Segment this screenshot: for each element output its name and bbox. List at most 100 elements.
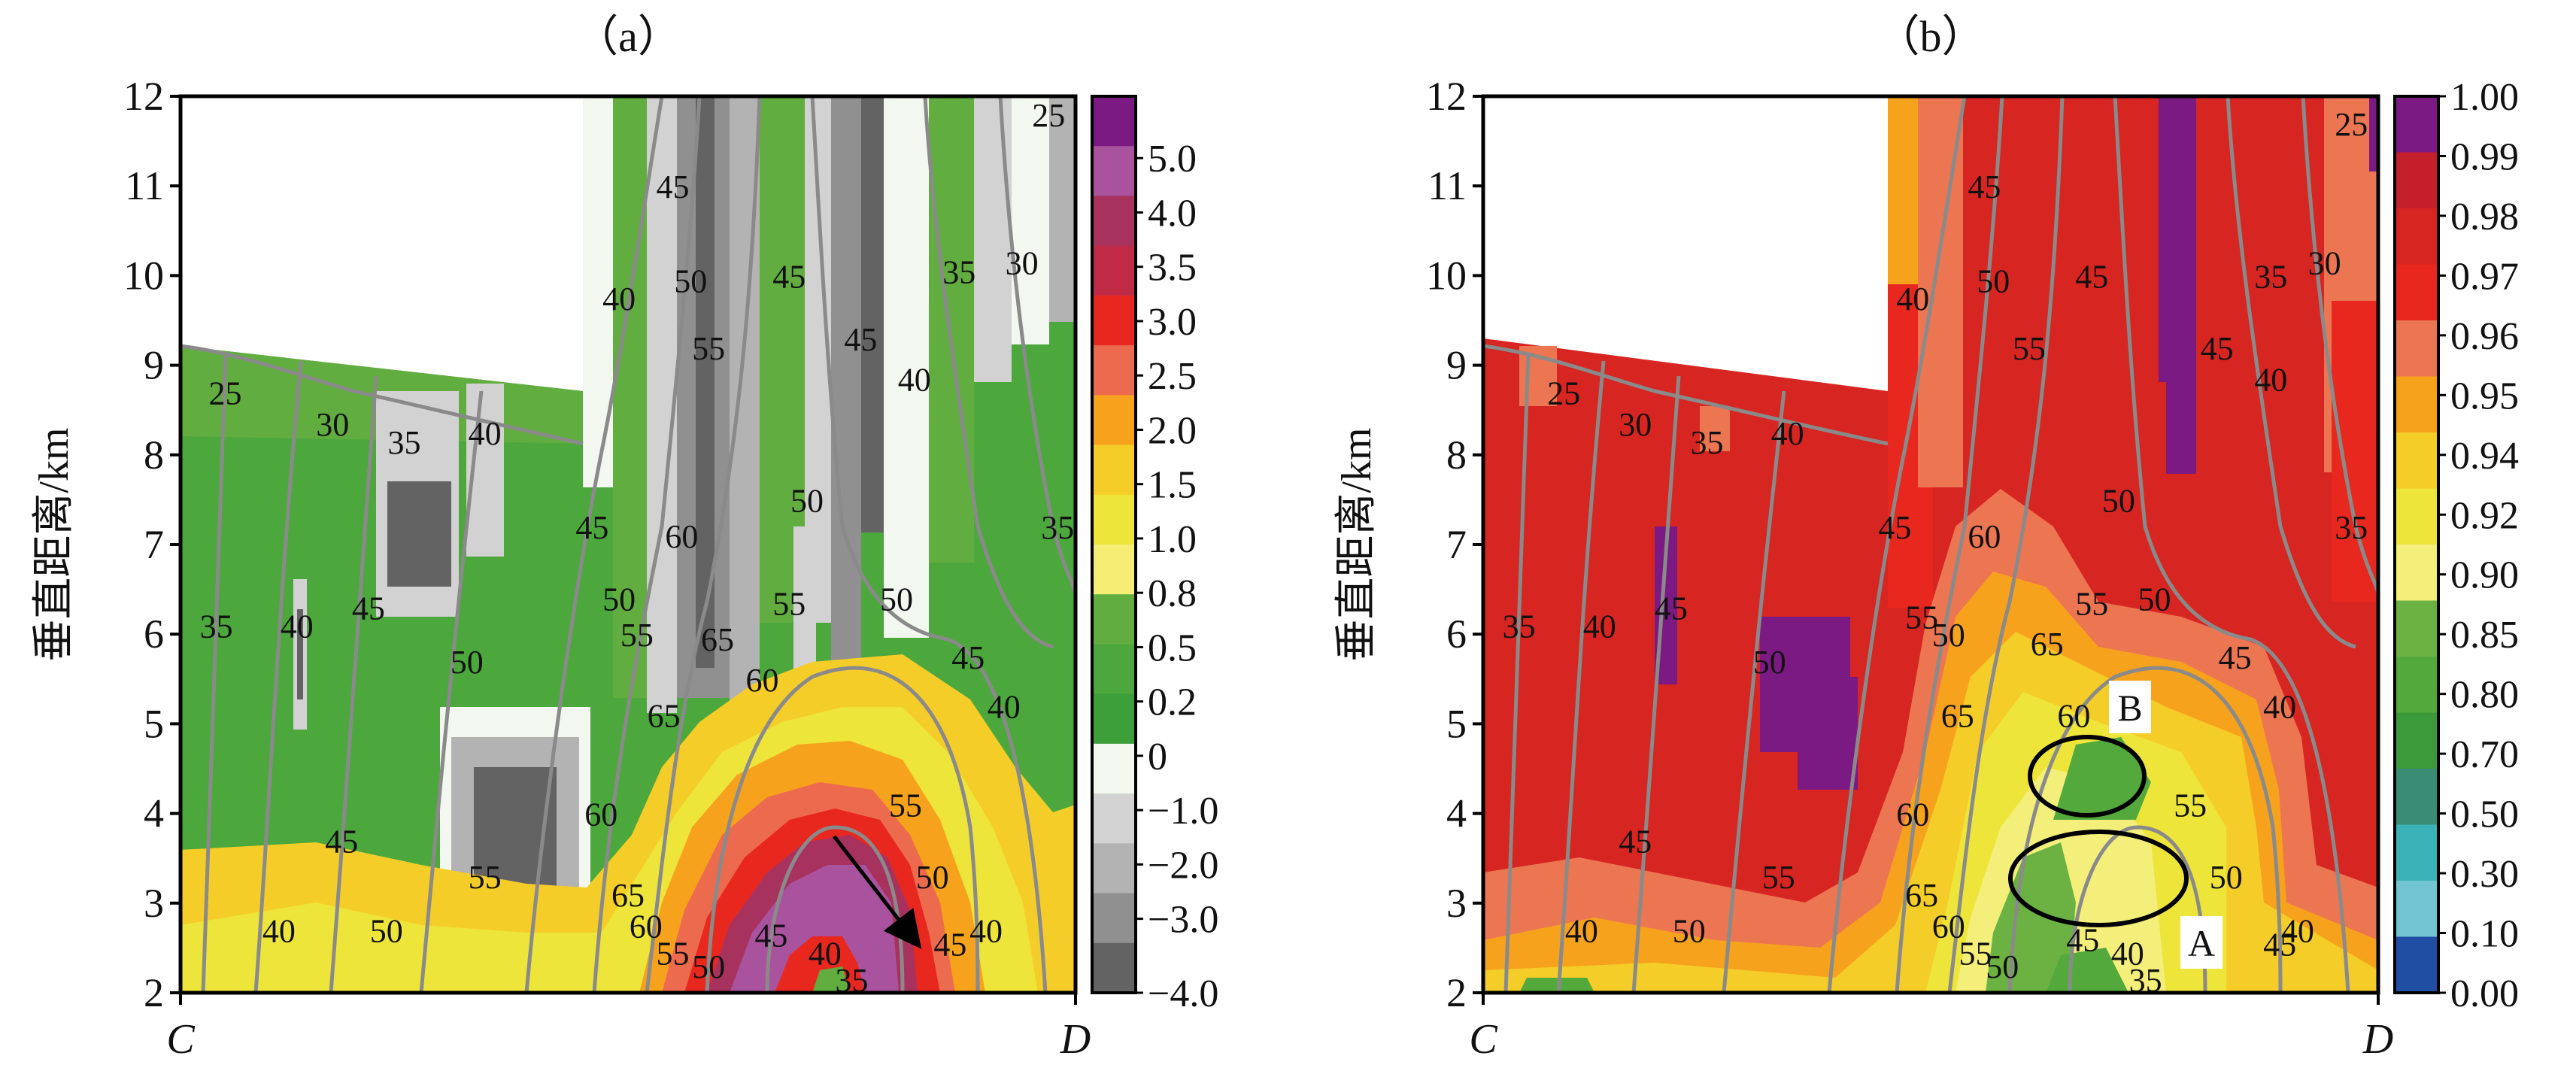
colorbar-label: 5.0 — [1148, 138, 1197, 181]
contour-label: 50 — [2210, 859, 2243, 896]
contour-label: 55 — [1905, 599, 1938, 636]
colorbar-swatch — [1092, 345, 1136, 396]
contour-label: 60 — [746, 662, 779, 699]
contour-label: 50 — [451, 644, 484, 681]
colorbar-swatch — [2395, 600, 2438, 657]
colorbar-swatch — [1092, 594, 1136, 645]
y-tick-label: 10 — [123, 253, 164, 298]
contour-label: 60 — [630, 909, 663, 945]
contour-label: 25 — [2335, 106, 2368, 143]
panel-b-label-b-box — [2109, 681, 2151, 733]
colorbar-label: 2.5 — [1148, 355, 1197, 398]
panel-a-title: （a） — [575, 12, 681, 61]
colorbar-label: 0.90 — [2450, 554, 2519, 597]
contour-label: 40 — [2254, 361, 2287, 398]
y-tick-label: 7 — [144, 522, 164, 567]
panel-a-colorbar: 5.0 4.0 3.5 3.0 2.5 2.0 1.5 1.0 0.8 0.5 0.2 0 −1.0 −2… — [1091, 95, 1218, 1015]
contour-label: 45 — [2201, 330, 2234, 367]
y-tick-label: 11 — [1428, 163, 1467, 208]
contour-label: 55 — [1762, 859, 1795, 896]
contour-label: 40 — [469, 415, 502, 452]
panel-b-contours — [1483, 96, 2378, 993]
colorbar-swatch — [2395, 488, 2438, 545]
contour-label: 55 — [1959, 935, 1992, 972]
contour-label: 35 — [2254, 258, 2287, 295]
colorbar-frame — [2393, 95, 2440, 994]
panel-b-ylabel: 垂直距离/km — [1334, 427, 1380, 661]
contour-label: 40 — [1583, 608, 1616, 645]
panel-b-x-tick-end: D — [2362, 1016, 2393, 1063]
contour-label: 40 — [2281, 913, 2314, 950]
contour-label: 25 — [1547, 375, 1580, 411]
contour-label: 50 — [602, 581, 636, 618]
colorbar-label: 0.5 — [1148, 626, 1197, 669]
contour-label: 50 — [2102, 482, 2135, 519]
y-tick-label: 12 — [123, 74, 164, 119]
colorbar-swatch — [1092, 843, 1136, 894]
contour-label: 60 — [584, 796, 617, 833]
colorbar-swatch — [2395, 881, 2438, 938]
panel-b: （b） — [1334, 12, 2519, 1063]
colorbar-label: 0.92 — [2450, 494, 2519, 537]
contour-label: 30 — [1006, 245, 1039, 282]
contour-label: 45 — [2263, 926, 2296, 963]
colorbar-label: 0 — [1148, 736, 1167, 778]
contour-label: 65 — [1905, 877, 1938, 914]
y-tick-label: 9 — [1446, 343, 1467, 388]
panel-b-ellipse-b — [2028, 735, 2147, 818]
panel-a-x-tick-end: D — [1060, 1016, 1091, 1063]
colorbar-swatch — [2395, 824, 2438, 881]
y-tick-label: 12 — [1426, 74, 1467, 119]
colorbar-label: 0.8 — [1148, 572, 1197, 615]
contour-label: 40 — [1896, 281, 1929, 317]
contour-label: 50 — [1753, 644, 1786, 681]
contour-label: 55 — [692, 330, 725, 367]
colorbar-swatch — [1092, 196, 1136, 247]
y-tick-label: 6 — [144, 611, 164, 657]
colorbar-label: −2.0 — [1148, 844, 1218, 887]
panel-b-title: （b） — [1876, 12, 1985, 61]
contour-label: 60 — [1968, 518, 2001, 555]
contour-label: 45 — [2066, 921, 2099, 958]
colorbar-label: 3.5 — [1148, 247, 1197, 290]
contour-label: 55 — [772, 585, 806, 622]
colorbar-label: 0.80 — [2450, 674, 2519, 717]
colorbar-swatch — [1092, 743, 1136, 794]
colorbar-swatch — [1092, 793, 1136, 844]
colorbar-label: 0.85 — [2450, 614, 2519, 657]
colorbar-swatch — [1092, 395, 1136, 446]
contour-label: 55 — [620, 617, 654, 654]
contour-label: 40 — [262, 913, 296, 950]
contour-label: 45 — [1878, 509, 1911, 546]
y-tick-label: 5 — [144, 701, 164, 746]
panel-a-ylabel: 垂直距离/km — [31, 427, 77, 661]
y-tick-label: 3 — [1446, 881, 1467, 926]
colorbar-swatch — [1092, 444, 1136, 496]
colorbar-swatch — [1092, 245, 1136, 296]
contour-label: 60 — [2057, 697, 2090, 734]
contour-label: 50 — [790, 482, 824, 519]
colorbar-label: 0.99 — [2450, 135, 2519, 178]
contour-label: 45 — [933, 926, 966, 963]
y-tick-label: 3 — [144, 881, 164, 926]
contour-label: 45 — [575, 509, 608, 546]
colorbar-swatch — [1092, 644, 1136, 695]
contour-label: 40 — [1771, 415, 1804, 452]
contour-label: 25 — [209, 375, 242, 411]
y-tick-label: 8 — [1446, 432, 1467, 478]
colorbar-label: 0.96 — [2450, 315, 2519, 358]
colorbar-swatch — [1092, 96, 1136, 147]
contour-label: 45 — [2219, 639, 2252, 676]
contour-label: 50 — [1932, 617, 1965, 654]
contour-label: 40 — [809, 935, 842, 972]
panel-b-colorbar: 1.00 0.99 0.98 0.97 0.96 0.95 0.94 0.92 0.90 0.85… — [2393, 76, 2519, 1015]
contour-label: 60 — [1896, 796, 1929, 833]
contour-label: 40 — [281, 608, 314, 645]
contour-label: 40 — [898, 361, 931, 398]
contour-label: 40 — [2111, 935, 2144, 972]
y-tick-label: 7 — [1446, 522, 1467, 567]
panel-b-label-b: B — [2117, 687, 2142, 729]
contour-label: 50 — [880, 581, 913, 618]
